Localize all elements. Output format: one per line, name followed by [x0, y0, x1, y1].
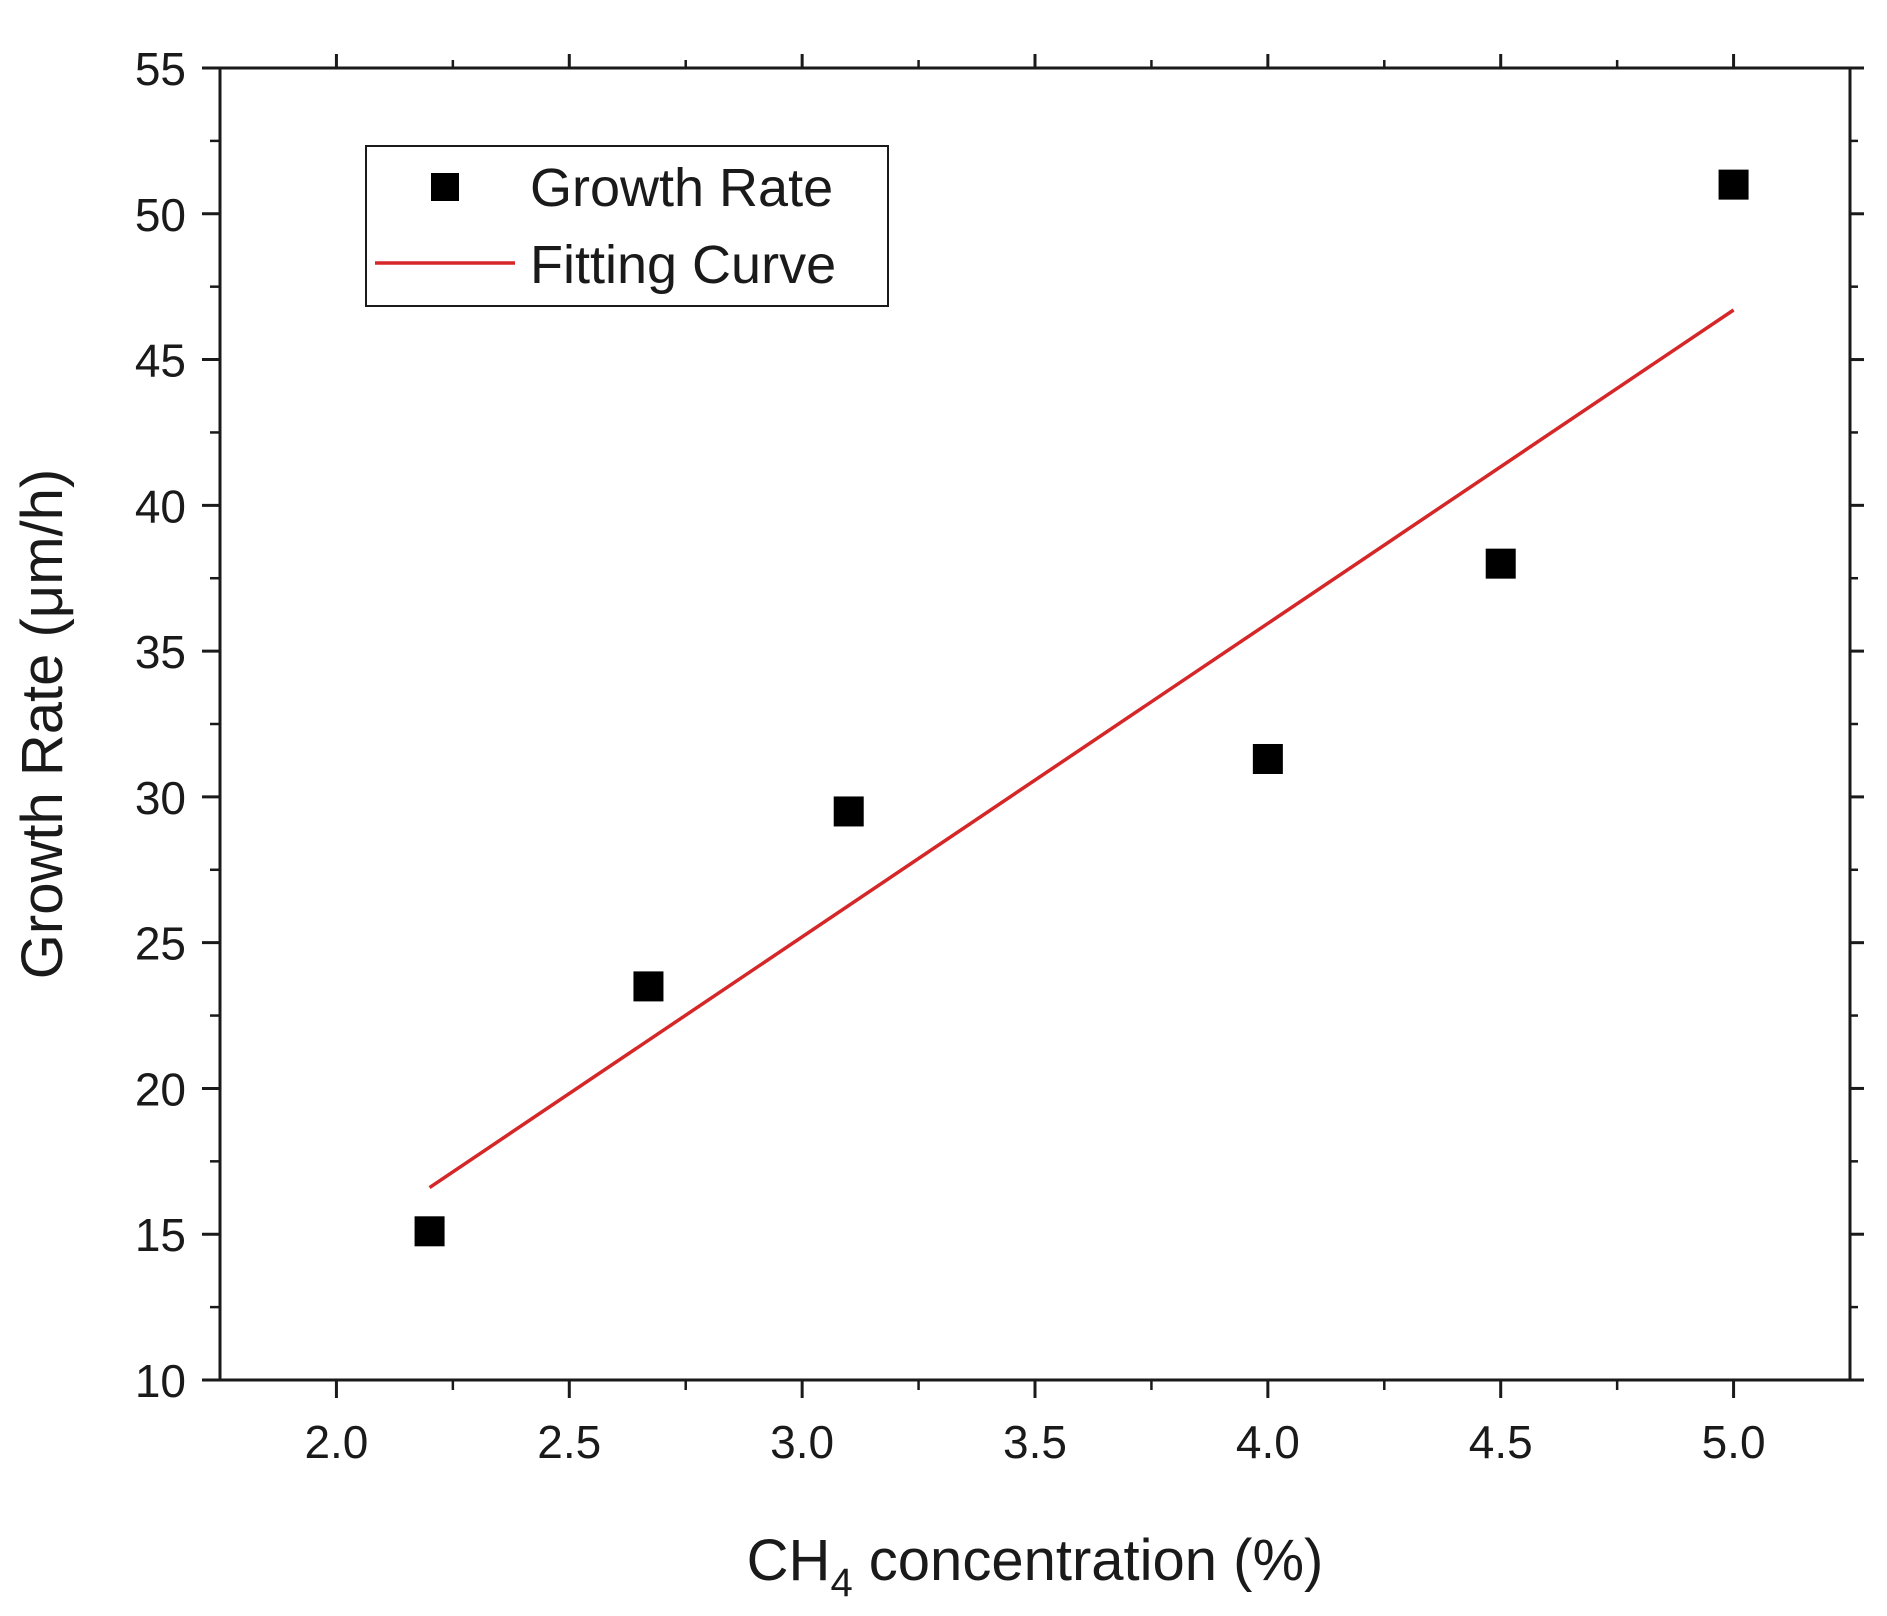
legend-label-growth-rate: Growth Rate	[530, 158, 833, 218]
growth-rate-point	[833, 796, 864, 827]
legend-box	[365, 145, 889, 307]
legend: Growth Rate Fitting Curve	[365, 145, 889, 307]
x-tick-label: 4.5	[1469, 1416, 1533, 1468]
x-axis-ticks: 2.0 2.5 3.0 3.5 4.0 4.5 5.0	[304, 54, 1766, 1468]
x-tick-label: 3.0	[770, 1416, 834, 1468]
growth-rate-point	[1252, 743, 1283, 774]
y-tick-label: 30	[135, 772, 186, 824]
y-tick-label: 10	[135, 1355, 186, 1407]
legend-marker-growth-rate	[431, 173, 459, 201]
y-tick-label: 55	[135, 43, 186, 95]
x-tick-label: 4.0	[1236, 1416, 1300, 1468]
x-axis-title-main: CH	[747, 1528, 831, 1593]
y-tick-label: 35	[135, 626, 186, 678]
y-tick-label: 25	[135, 918, 186, 970]
y-tick-label: 20	[135, 1063, 186, 1115]
growth-rate-point	[414, 1216, 445, 1247]
growth-rate-point	[1718, 169, 1749, 200]
growth-rate-points	[414, 169, 1749, 1247]
fitting-curve-layer	[428, 308, 1735, 1190]
x-axis-title-rest: concentration (%)	[853, 1528, 1324, 1593]
x-axis-title-subscript: 4	[830, 1561, 852, 1605]
growth-rate-point	[1485, 548, 1516, 579]
fitting-curve-line	[428, 308, 1735, 1190]
y-tick-label: 40	[135, 480, 186, 532]
y-axis-title: Growth Rate (μm/h)	[10, 469, 75, 979]
y-tick-label: 45	[135, 335, 186, 387]
y-tick-label: 15	[135, 1209, 186, 1261]
legend-label-fitting-curve: Fitting Curve	[530, 235, 836, 295]
x-tick-label: 2.5	[537, 1416, 601, 1468]
x-axis-title: CH4 concentration (%)	[747, 1528, 1324, 1605]
y-tick-label: 50	[135, 189, 186, 241]
x-tick-label: 2.0	[304, 1416, 368, 1468]
x-tick-label: 3.5	[1003, 1416, 1067, 1468]
growth-rate-point	[633, 971, 664, 1002]
x-tick-label: 5.0	[1702, 1416, 1766, 1468]
y-axis-ticks: 10 15 20 25 30 35 40 45 50 55	[135, 43, 1864, 1407]
